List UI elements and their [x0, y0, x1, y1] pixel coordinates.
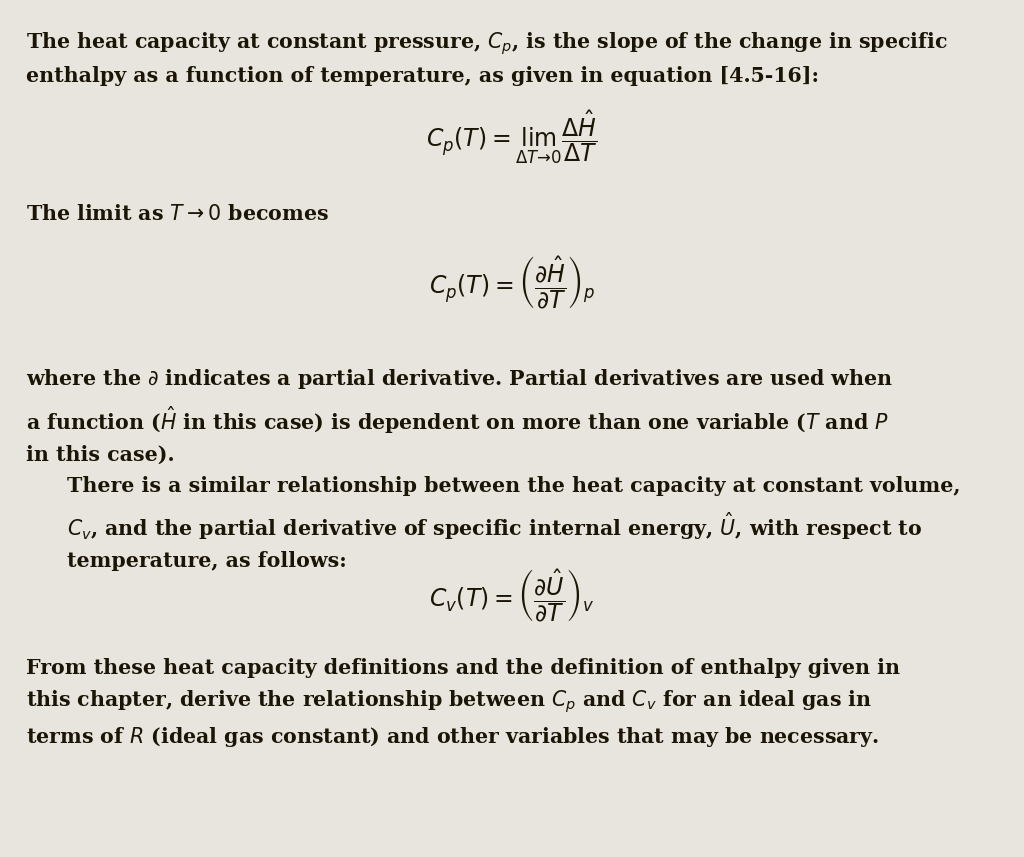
Text: $C_p(T) = \left(\dfrac{\partial \hat{H}}{\partial T}\right)_p$: $C_p(T) = \left(\dfrac{\partial \hat{H}}… [429, 255, 595, 311]
Text: $C_v(T) = \left(\dfrac{\partial \hat{U}}{\partial T}\right)_v$: $C_v(T) = \left(\dfrac{\partial \hat{U}}… [429, 567, 595, 624]
Text: The heat capacity at constant pressure, $C_p$, is the slope of the change in spe: The heat capacity at constant pressure, … [26, 30, 947, 86]
Text: From these heat capacity definitions and the definition of enthalpy given in
thi: From these heat capacity definitions and… [26, 658, 900, 749]
Text: The limit as $T \rightarrow 0$ becomes: The limit as $T \rightarrow 0$ becomes [26, 204, 329, 224]
Text: where the $\partial$ indicates a partial derivative. Partial derivatives are use: where the $\partial$ indicates a partial… [26, 367, 893, 465]
Text: $C_p(T) = \lim_{\Delta T \to 0} \dfrac{\Delta \hat{H}}{\Delta T}$: $C_p(T) = \lim_{\Delta T \to 0} \dfrac{\… [426, 108, 598, 166]
Text: There is a similar relationship between the heat capacity at constant volume,
$C: There is a similar relationship between … [67, 476, 961, 571]
